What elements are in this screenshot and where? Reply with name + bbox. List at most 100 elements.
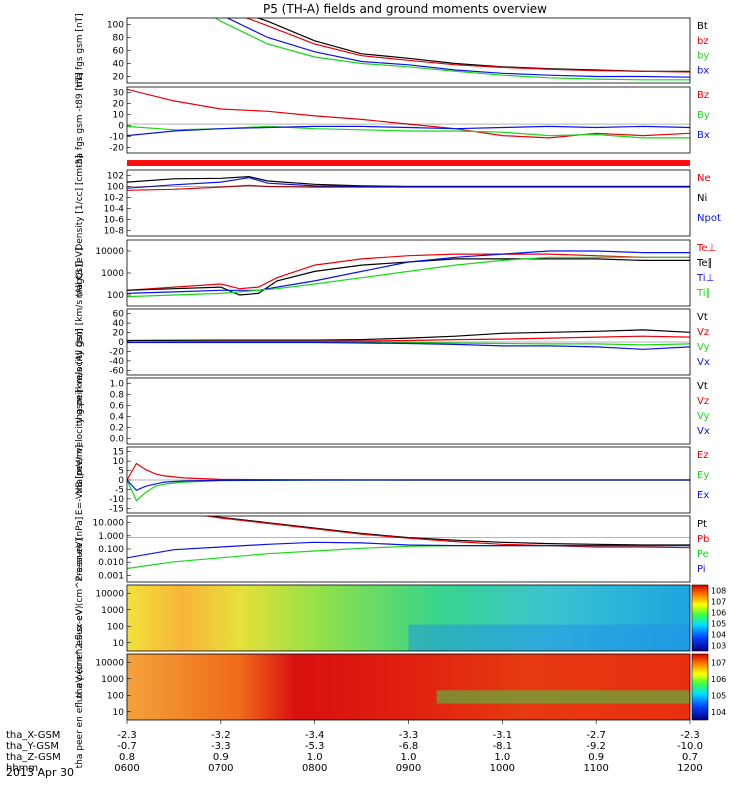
x-row-value: -3.2 [211, 730, 231, 741]
colorbar-tick: 104 [711, 708, 726, 717]
legend-entry: Vy [697, 411, 710, 422]
y-axis-label: magt3 [eV] [75, 248, 85, 299]
y-axis-label: E=-VxB [mV/m] [75, 445, 85, 515]
y-tick-label: 60 [113, 310, 125, 320]
legend-entry: Ez [697, 450, 709, 461]
y-tick-label: 0.001 [98, 571, 124, 581]
y-tick-label: 10000 [95, 589, 124, 599]
x-row-value: -3.3 [211, 741, 231, 752]
x-row-value: 1000 [490, 763, 515, 774]
x-row-value: -9.2 [586, 741, 606, 752]
y-tick-label: 10 [113, 457, 125, 467]
panel-frame [126, 86, 691, 154]
y-tick-label: 10.000 [93, 519, 125, 529]
legend-entry: bx [697, 65, 709, 76]
legend-entry: Vz [697, 396, 709, 407]
y-tick-label: 0.8 [110, 391, 125, 401]
y-tick-label: 0.100 [98, 545, 124, 555]
x-row-value: 0800 [302, 763, 327, 774]
y-tick-label: 10-8 [104, 227, 125, 237]
colorbar-tick: 104 [711, 631, 726, 640]
y-tick-label: 100 [107, 183, 124, 193]
x-row-value: 1100 [583, 763, 608, 774]
series-line-4 [226, 18, 690, 78]
legend-entry: Ey [697, 470, 709, 481]
y-tick-label: 10 [113, 639, 125, 649]
y-tick-label: 1000 [101, 606, 124, 616]
spectrogram-band [436, 690, 690, 704]
legend-entry: Bz [697, 90, 709, 101]
x-row-value: 0.9 [588, 752, 604, 763]
x-row-value: -2.7 [586, 730, 606, 741]
colorbar-tick: 108 [711, 587, 726, 596]
panel-frame [126, 377, 691, 445]
x-row-value: 0.8 [119, 752, 135, 763]
spectrogram [127, 654, 690, 720]
x-row-label: tha_Z-GSM [6, 752, 61, 763]
y-tick-label: -5 [115, 485, 124, 495]
y-tick-label: 80 [113, 34, 125, 44]
panel-6: 0.00.20.40.60.81.0 tha peer velocity gsm … [75, 328, 710, 493]
series-line-4 [127, 341, 690, 350]
legend-entry: Bx [697, 130, 710, 141]
legend-entry: By [697, 110, 710, 121]
y-tick-label: 30 [113, 89, 125, 99]
legend-entry: Vx [697, 426, 710, 437]
y-tick-label: 100 [107, 21, 124, 31]
y-axis-label: tha peir velocity gsm [km/s (All Qs)] [75, 261, 85, 423]
legend-entry: Vz [697, 327, 709, 338]
y-tick-label: 1000 [101, 269, 124, 279]
series-line-3 [127, 250, 690, 294]
y-tick-label: 0 [118, 122, 124, 132]
y-tick-label: 100 [107, 291, 124, 301]
status-bar [127, 160, 690, 166]
x-row-value: 0.9 [213, 752, 229, 763]
y-axis-label: tha peer velocity gsm [km/s (All Qs)] [75, 328, 85, 493]
date-label: 2013 Apr 30 [6, 766, 74, 779]
series-line-4 [127, 541, 690, 559]
series-line-1 [127, 253, 690, 291]
y-tick-label: -40 [109, 357, 124, 367]
panel-8: 0.001 0.010 0.100 1.000 10.000 Pressure [nPa]… [75, 515, 709, 583]
legend-entry: Npot [697, 213, 721, 224]
x-row-value: -8.1 [493, 741, 513, 752]
legend-entry: Ti∥ [696, 288, 711, 299]
legend-entry: Te∥ [696, 258, 713, 269]
series-line-3 [127, 125, 690, 137]
colorbar-tick: 107 [711, 598, 726, 607]
series-line-1 [256, 18, 690, 72]
y-tick-label: 40 [113, 319, 125, 329]
y-tick-label: 0 [118, 338, 124, 348]
legend-entry: Ex [697, 490, 709, 501]
y-tick-label: 0.0 [110, 435, 125, 445]
x-row-value: -6.8 [399, 741, 419, 752]
y-tick-label: -15 [109, 504, 124, 514]
y-axis-label: tha fgs gsm -t89 [nT] [75, 72, 85, 167]
legend-entry: by [697, 51, 709, 62]
x-row-value: 1.0 [494, 752, 510, 763]
y-axis-label: Density [1/cc] [cm-3] [75, 155, 85, 250]
y-tick-label: -10 [109, 495, 124, 505]
legend-entry: Pi [697, 564, 706, 575]
y-tick-label: -10 [109, 133, 124, 143]
y-tick-label: 5 [118, 467, 124, 477]
x-row-value: 1.0 [401, 752, 417, 763]
y-tick-label: 0.6 [110, 402, 125, 412]
x-row-value: -2.3 [680, 730, 700, 741]
y-tick-label: 10-6 [104, 216, 125, 226]
x-axis-table: tha_X-GSM -2.3 -3.2 -3.4 -3.3 -3.1 -2.7 -2.3 tha… [6, 720, 703, 774]
plot-area [127, 18, 690, 83]
x-row-value: -10.0 [677, 741, 703, 752]
colorbar-tick: 107 [711, 658, 726, 667]
y-tick-label: 0.4 [110, 413, 125, 423]
y-axis-label: Pressure [nPa] [75, 517, 85, 582]
y-tick-label: -60 [109, 366, 124, 376]
legend-entry: Te⊥ [696, 243, 716, 254]
legend-entry: Ni [697, 193, 707, 204]
x-row-value: 1200 [677, 763, 702, 774]
colorbar-tick: 103 [711, 642, 726, 651]
